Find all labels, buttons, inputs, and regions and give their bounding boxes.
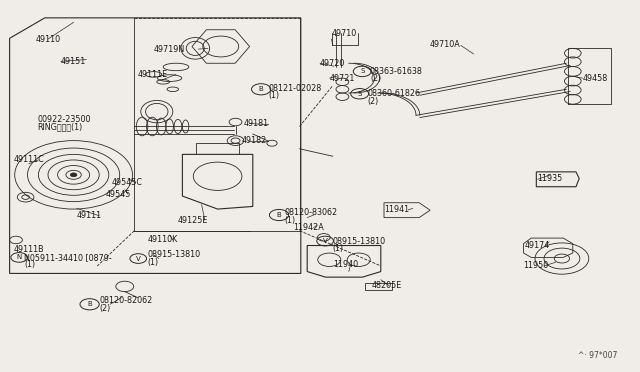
Text: (2): (2) [367,97,379,106]
Text: V: V [323,238,328,244]
Text: ^· 97*007: ^· 97*007 [578,351,618,360]
Text: 48205E: 48205E [371,281,401,290]
Text: 49174: 49174 [525,241,550,250]
Text: 08915-13810: 08915-13810 [147,250,200,259]
Text: 49182: 49182 [242,136,267,145]
Text: 49110: 49110 [35,35,60,44]
Text: 08363-61638: 08363-61638 [370,67,423,76]
Text: B: B [259,86,264,92]
Circle shape [70,173,77,177]
Text: 49125E: 49125E [178,216,208,225]
Text: B: B [276,212,282,218]
Text: B: B [87,301,92,307]
Text: 49710A: 49710A [430,40,461,49]
Text: (1): (1) [333,244,344,253]
Text: 11941: 11941 [384,205,409,214]
Text: 00922-23500: 00922-23500 [37,115,91,124]
Text: 49710: 49710 [332,29,356,38]
Text: 08120-83062: 08120-83062 [284,208,337,217]
Text: 11940: 11940 [333,260,358,269]
Text: N05911-34410 [0879-: N05911-34410 [0879- [24,253,112,262]
Text: 49719N: 49719N [154,45,185,54]
Text: 11950: 11950 [524,262,548,270]
Text: 49545: 49545 [106,190,131,199]
Text: 11935: 11935 [538,174,563,183]
Text: S: S [360,68,364,74]
Text: 49458: 49458 [582,74,607,83]
Text: 49151: 49151 [61,57,86,66]
Text: 49720: 49720 [320,59,346,68]
Text: 49181: 49181 [243,119,268,128]
Text: (2): (2) [370,74,381,83]
Text: 49111E: 49111E [138,70,168,79]
Text: (1): (1) [147,258,158,267]
Text: (1): (1) [269,92,280,100]
Text: 49721: 49721 [330,74,355,83]
Text: 49111B: 49111B [14,245,45,254]
Text: V: V [136,256,141,262]
Text: 11942A: 11942A [293,223,324,232]
Text: (2): (2) [99,304,111,312]
Text: 49110K: 49110K [147,235,177,244]
Text: 08915-13810: 08915-13810 [333,237,386,246]
Text: S: S [358,91,362,97]
Text: 49111C: 49111C [14,155,45,164]
Text: 08121-02028: 08121-02028 [269,84,322,93]
Text: 49545C: 49545C [112,178,143,187]
Text: N: N [17,254,22,260]
Text: (1): (1) [24,260,35,269]
Text: (1): (1) [284,216,295,225]
Text: 08360-61826: 08360-61826 [367,89,420,98]
Text: 08120-82062: 08120-82062 [99,296,152,305]
Text: 49111: 49111 [77,211,102,220]
Text: RINGリング(1): RINGリング(1) [37,123,83,132]
